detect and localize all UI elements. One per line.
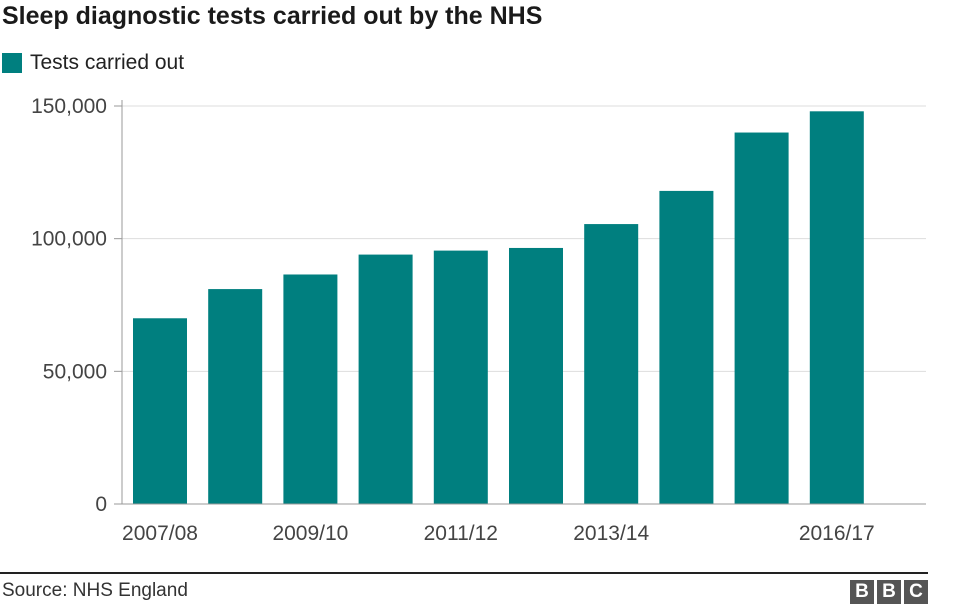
x-tick-label: 2009/10	[272, 522, 348, 545]
bar-chart: 0 50,000 100,000 150,000 2007/08 2009/10 2011/…	[31, 95, 926, 545]
logo-letter: C	[904, 580, 928, 604]
legend-swatch	[2, 53, 22, 73]
bar	[809, 111, 864, 504]
footer-divider	[0, 572, 928, 574]
chart-title: Sleep diagnostic tests carried out by th…	[2, 2, 543, 30]
y-tick-label: 50,000	[43, 360, 107, 383]
x-tick-label: 2013/14	[573, 522, 649, 545]
bar	[433, 250, 488, 504]
bar	[584, 224, 639, 504]
source-note: Source: NHS England	[2, 580, 188, 601]
bar	[509, 247, 563, 504]
legend-label: Tests carried out	[30, 51, 185, 74]
logo-letter: B	[850, 580, 874, 604]
x-tick-label: 2007/08	[122, 522, 198, 545]
bar	[133, 318, 187, 504]
y-tick-label: 0	[95, 493, 107, 516]
bar	[734, 132, 789, 505]
bar	[358, 254, 413, 504]
bar	[283, 274, 338, 504]
bar	[659, 190, 714, 504]
logo-letter: B	[877, 580, 901, 604]
bar	[208, 289, 263, 504]
bbc-logo: B B C	[850, 580, 928, 604]
legend: Tests carried out	[2, 50, 184, 76]
x-tick-label: 2011/12	[424, 522, 498, 545]
x-tick-label: 2016/17	[799, 522, 875, 545]
y-tick-label: 100,000	[31, 228, 107, 251]
y-tick-label: 150,000	[31, 95, 107, 118]
